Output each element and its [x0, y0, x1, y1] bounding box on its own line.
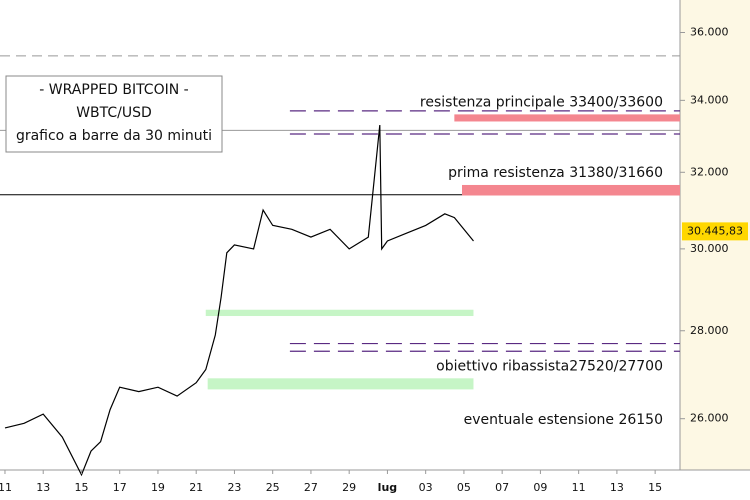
x-tick-label: 07: [495, 481, 509, 494]
y-tick-label: 28.000: [690, 324, 729, 337]
x-tick-label: 05: [457, 481, 471, 494]
title-line: - WRAPPED BITCOIN -: [39, 82, 188, 98]
x-tick-label: 11: [0, 481, 12, 494]
x-tick-label: 13: [36, 481, 50, 494]
title-line: WBTC/USD: [76, 105, 152, 121]
y-tick-label: 36.000: [690, 26, 729, 39]
x-tick-label: 15: [648, 481, 662, 494]
last-price-label: 30.445,83: [687, 224, 743, 237]
x-tick-label: 15: [74, 481, 88, 494]
price-line: [4, 124, 474, 477]
zone-label: prima resistenza 31380/31660: [448, 165, 663, 181]
x-tick-label: 09: [533, 481, 547, 494]
x-tick-label: 19: [151, 481, 165, 494]
zone: [207, 378, 474, 390]
annotation: obiettivo ribassista27520/27700: [436, 358, 663, 374]
y-tick-label: 34.000: [690, 93, 729, 106]
x-tick-label: 27: [304, 481, 318, 494]
title-box: [5, 75, 223, 153]
zone: [454, 114, 680, 122]
title-line: grafico a barre da 30 minuti: [16, 128, 212, 144]
zone-label: resistenza principale 33400/33600: [420, 94, 663, 110]
y-tick-label: 32.000: [690, 165, 729, 178]
x-tick-label: 29: [342, 481, 356, 494]
x-tick-label: 11: [572, 481, 586, 494]
x-tick-label: 13: [610, 481, 624, 494]
x-tick-label: lug: [378, 481, 397, 494]
x-tick-label: 17: [113, 481, 127, 494]
x-tick-label: 25: [266, 481, 280, 494]
y-tick-label: 26.000: [690, 412, 729, 425]
zone: [205, 309, 474, 317]
annotation: eventuale estensione 26150: [464, 412, 663, 428]
x-tick-label: 23: [227, 481, 241, 494]
x-tick-label: 03: [419, 481, 433, 494]
x-tick-label: 21: [189, 481, 203, 494]
zone: [462, 184, 680, 196]
y-tick-label: 30.000: [690, 242, 729, 255]
last-price-box: [682, 222, 748, 241]
